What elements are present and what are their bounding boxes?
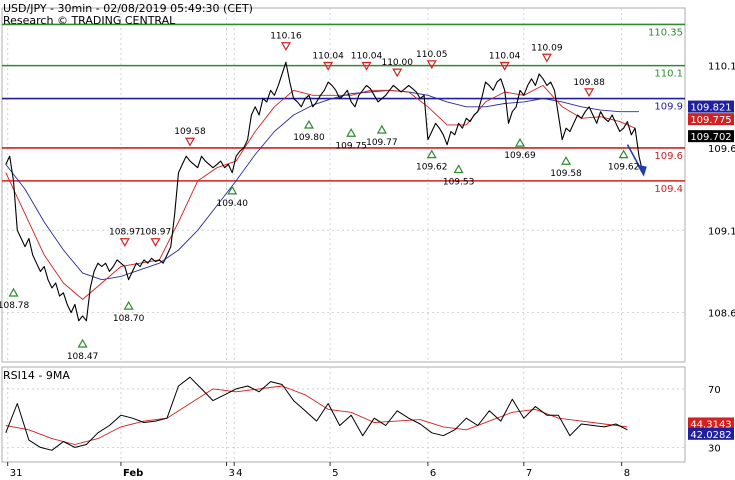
level-label: 109.9 xyxy=(654,102,683,113)
rsi-panel-frame xyxy=(1,366,686,463)
low-marker xyxy=(227,185,238,195)
high-label: 110.04 xyxy=(312,52,344,62)
high-label: 110.05 xyxy=(416,50,448,60)
high-marker xyxy=(280,42,291,51)
rsi-y-tick-label: 30 xyxy=(708,443,721,454)
x-tick-label: 31 xyxy=(10,468,23,479)
low-label: 109.40 xyxy=(216,199,248,209)
y-tick-label: 108.6 xyxy=(708,309,735,320)
y-tick-label: 110.1 xyxy=(708,62,735,73)
low-marker xyxy=(123,300,134,310)
high-marker xyxy=(119,238,130,247)
price-tag-box xyxy=(688,130,734,143)
y-tick-label: 109.6 xyxy=(708,144,735,155)
price-line xyxy=(5,61,644,322)
high-label: 110.04 xyxy=(351,52,383,62)
rsi-title: RSI14 - 9MA xyxy=(3,369,70,382)
x-tick-label: 5 xyxy=(332,468,338,479)
low-label: 109.58 xyxy=(550,169,582,179)
high-label: 109.58 xyxy=(174,127,206,137)
forecast-arrowhead xyxy=(636,164,647,177)
main-panel-frame xyxy=(1,7,686,363)
rsi-value-tag-box xyxy=(688,417,734,430)
rsi-value-tag-box xyxy=(688,427,734,440)
rsi-y-tick-label: 70 xyxy=(708,385,721,396)
low-marker xyxy=(426,149,437,159)
high-marker xyxy=(499,61,510,71)
low-label: 109.53 xyxy=(443,177,475,187)
high-label: 110.00 xyxy=(381,58,413,68)
y-tick-label: 109.1 xyxy=(708,226,735,237)
low-label: 109.62 xyxy=(608,163,640,173)
low-label: 109.75 xyxy=(335,141,367,151)
low-marker xyxy=(514,137,526,147)
chart-title: USD/JPY - 30min - 02/08/2019 05:49:30 (C… xyxy=(3,2,253,15)
high-marker xyxy=(584,88,595,98)
level-lines-layer: 110.35 110.1 109.9 109.6 109.4 xyxy=(2,23,685,195)
low-label: 109.62 xyxy=(416,163,448,173)
price-tag-label: 109.821 xyxy=(690,103,731,114)
x-tick-label: 8 xyxy=(624,468,630,479)
high-label: 110.09 xyxy=(531,43,563,53)
high-label: 110.16 xyxy=(270,32,302,42)
x-tick-label: 7 xyxy=(526,468,532,479)
low-marker xyxy=(453,164,464,174)
price-tag-label: 109.702 xyxy=(690,132,731,143)
low-label: 109.77 xyxy=(366,138,398,148)
rsi-value-tag-label: 44.3143 xyxy=(690,419,731,430)
price-tag-label: 109.775 xyxy=(690,115,731,126)
price-tag-box xyxy=(688,100,734,113)
x-tick-label: 6 xyxy=(430,468,436,479)
level-label: 110.1 xyxy=(654,69,683,80)
low-marker xyxy=(77,338,88,348)
ma-fast-line xyxy=(5,84,636,300)
ma-slow-line xyxy=(5,89,639,281)
low-label: 108.70 xyxy=(113,314,145,324)
low-label: 109.80 xyxy=(293,133,325,143)
low-marker xyxy=(376,124,387,134)
low-label: 108.47 xyxy=(67,352,99,362)
high-marker xyxy=(361,61,372,71)
high-marker xyxy=(184,137,196,147)
high-marker xyxy=(150,238,161,247)
high-label: 108.97 xyxy=(109,228,141,238)
x-tick-label: 4 xyxy=(236,468,242,479)
high-marker xyxy=(426,60,437,70)
level-label: 109.4 xyxy=(654,184,683,195)
grid-layer xyxy=(1,7,686,463)
rsi-line xyxy=(5,376,628,451)
research-credit: Research © TRADING CENTRAL xyxy=(3,14,176,27)
x-tick-label: 3 xyxy=(228,468,234,479)
low-marker xyxy=(561,156,572,165)
high-marker xyxy=(541,53,552,63)
rsi-value-tag-label: 42.0282 xyxy=(690,430,731,441)
level-label: 109.6 xyxy=(654,151,683,162)
low-marker xyxy=(303,119,315,129)
high-label: 110.04 xyxy=(489,52,521,62)
x-tick-label: Feb xyxy=(123,468,143,479)
high-marker xyxy=(392,68,403,78)
low-marker xyxy=(8,287,19,297)
high-label: 108.97 xyxy=(140,228,172,238)
low-marker xyxy=(346,128,357,137)
rsi-ma-line xyxy=(5,385,628,445)
low-label: 109.69 xyxy=(504,151,536,161)
high-marker xyxy=(323,61,334,71)
low-marker xyxy=(618,149,629,159)
price-tag-box xyxy=(688,113,734,126)
low-label: 108.78 xyxy=(0,301,30,311)
high-label: 109.88 xyxy=(573,78,605,88)
level-label: 110.35 xyxy=(648,27,683,38)
series-layer xyxy=(5,61,644,322)
